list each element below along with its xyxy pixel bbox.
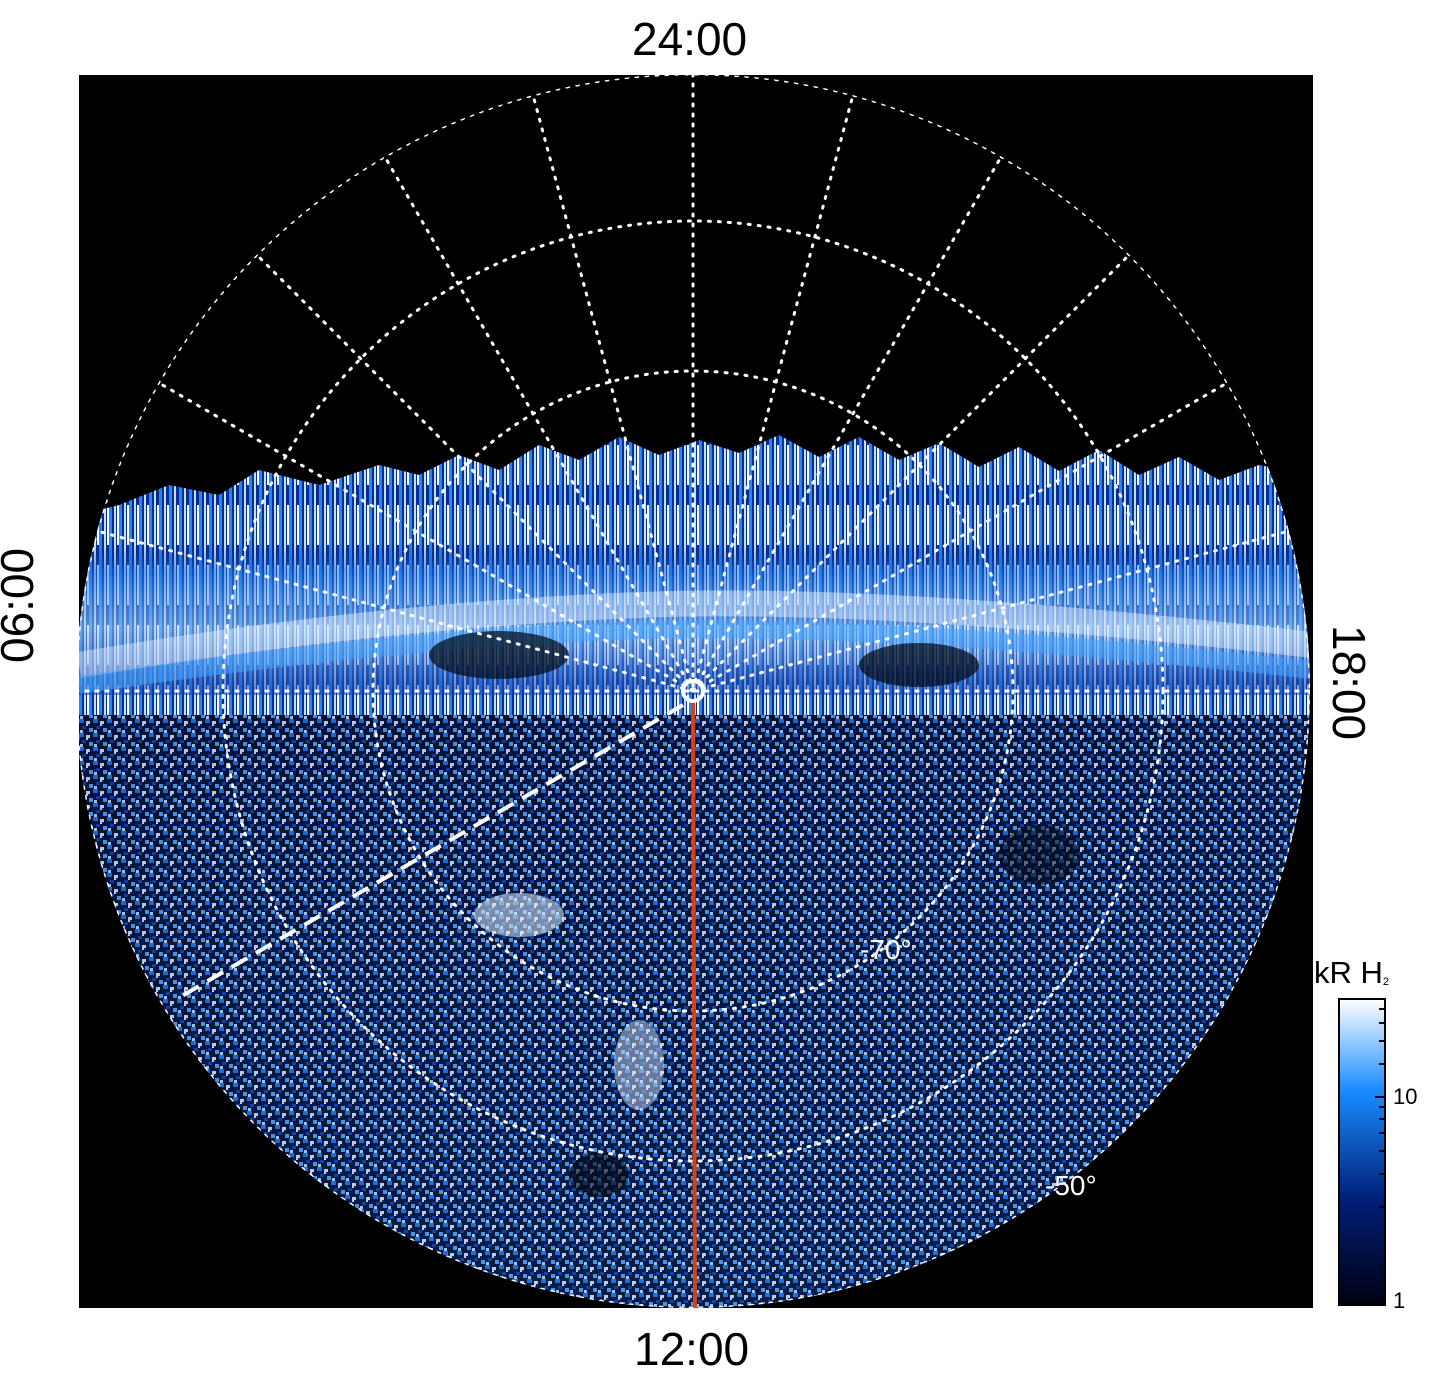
pole-marker [681,679,705,703]
local-time-label-dusk: 18:00 [1323,625,1375,741]
local-time-label-midnight: 24:00 [632,13,748,65]
colorbar-tick-1: 1 [1393,1288,1406,1313]
colorbar-tick-10: 10 [1393,1084,1418,1109]
local-time-label-noon: 12:00 [634,1323,750,1375]
coordinate-grid [79,75,1312,1308]
local-time-label-dawn: 06:00 [0,547,43,663]
polar-projection-image: -70° -50° [79,75,1313,1308]
colorbar-title: kR H2 [1314,955,1390,990]
latitude-label-50: -50° [1045,1170,1097,1201]
latitude-label-70: -70° [860,934,912,965]
noon-meridian-line [691,700,697,1308]
colorbar [1338,998,1386,1306]
dashed-meridian-line [173,703,685,1002]
